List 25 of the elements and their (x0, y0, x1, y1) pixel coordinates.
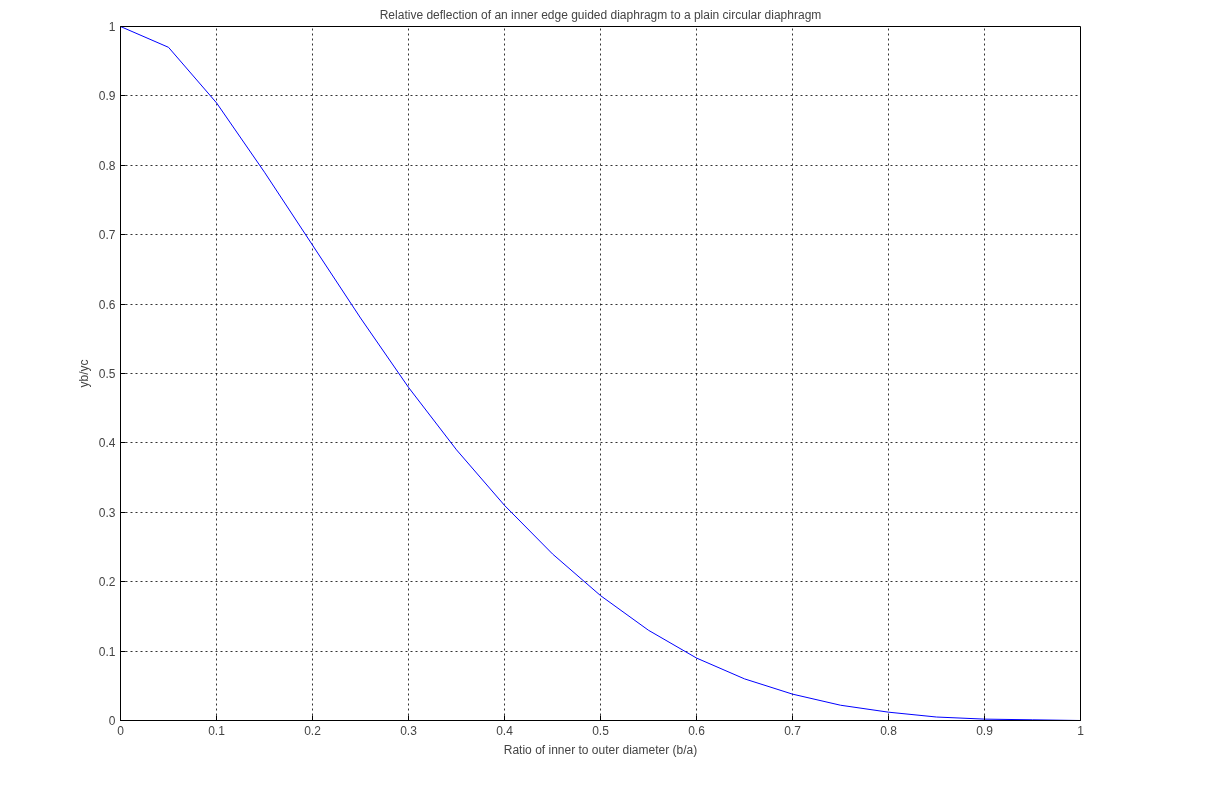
x-tick-label: 0.1 (208, 723, 226, 738)
chart-title: Relative deflection of an inner edge guided diaphragm to a plain circular diaphragm (379, 7, 822, 22)
y-tick-label: 0.2 (98, 575, 116, 590)
y-tick-label: 0.8 (98, 158, 116, 173)
x-axis-title: Ratio of inner to outer diameter (b/a) (503, 742, 698, 757)
x-tick-label: 0.8 (880, 723, 898, 738)
x-tick-label: 0.4 (496, 723, 514, 738)
x-tick-label: 0.6 (688, 723, 706, 738)
y-tick-label: 0.9 (98, 89, 116, 104)
x-tick-label: 0.3 (400, 723, 418, 738)
y-tick-label: 0.1 (98, 644, 116, 659)
y-tick-label: 0.7 (98, 228, 116, 243)
x-tick-label: 0.9 (976, 723, 994, 738)
y-tick-label: 0.5 (98, 367, 116, 381)
x-tick-label: 0.7 (784, 723, 802, 738)
y-tick-label: 0 (108, 714, 116, 728)
x-tick-label: 0.2 (304, 723, 322, 738)
x-tick-label: 0.5 (592, 723, 610, 738)
y-tick-label: 0.3 (98, 505, 116, 520)
line-series (120, 26, 1081, 721)
y-tick-label: 0.4 (98, 436, 116, 451)
y-tick-label: 0.6 (98, 297, 116, 312)
y-axis-title: yb/yc (76, 359, 91, 388)
x-tick-label: 1 (1077, 723, 1085, 738)
y-tick-label: 1 (108, 20, 116, 34)
